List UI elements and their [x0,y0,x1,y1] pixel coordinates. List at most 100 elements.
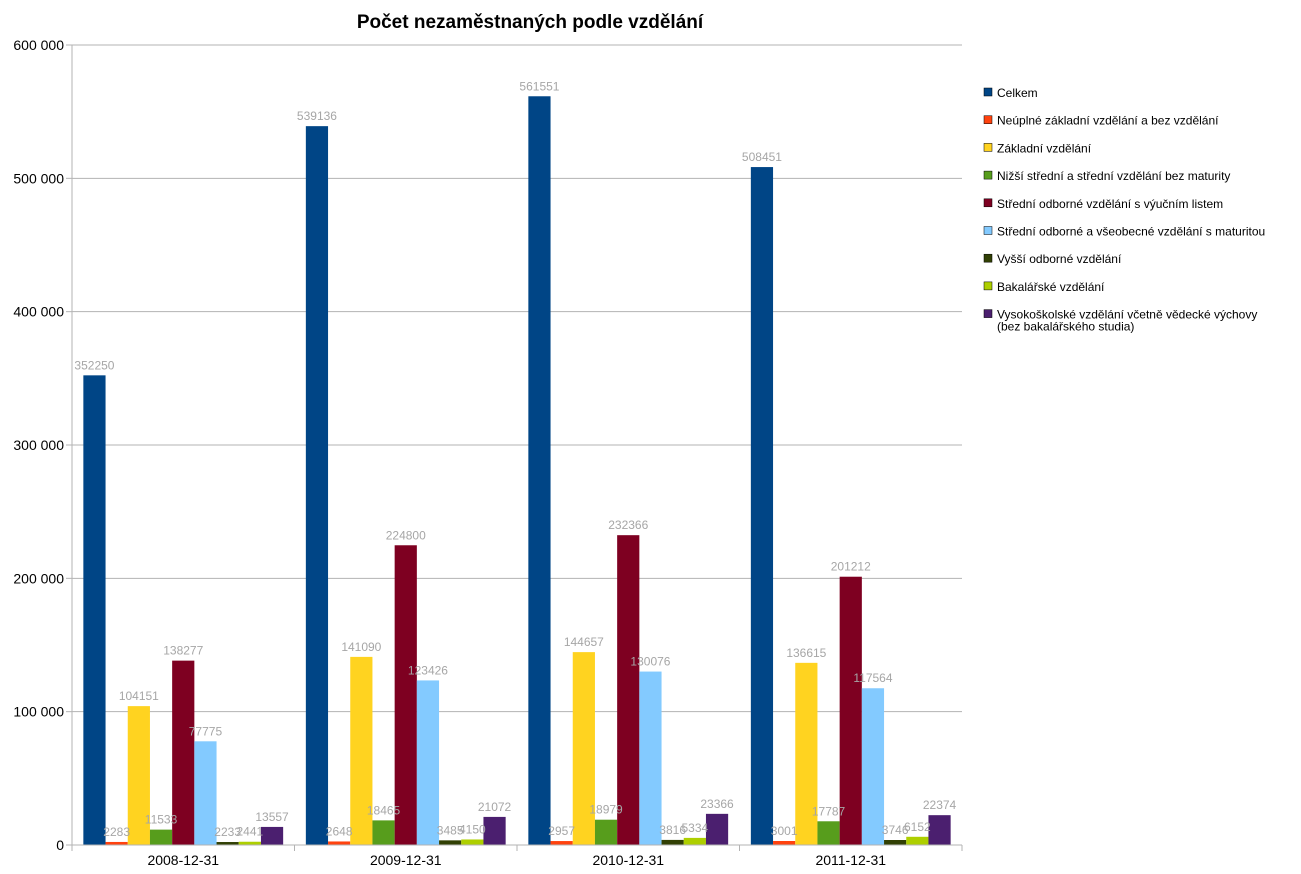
y-tick-label: 100 000 [13,704,64,720]
data-label: 2441 [236,825,263,839]
data-label: 11533 [145,813,178,827]
data-label: 232366 [608,518,648,532]
legend-label: Celkem [997,86,1038,100]
data-label: 23366 [700,797,734,811]
bar [350,656,373,845]
legend-swatch [983,198,993,208]
bar [483,816,506,845]
data-label: 144657 [564,635,604,649]
bar [683,837,706,845]
legend-swatch [983,281,993,291]
data-label: 352250 [74,358,114,372]
legend-label: Základní vzdělání [997,141,1092,155]
legend: Celkem Neúplné základní vzdělání a bez vz… [983,86,1265,334]
data-label: 13557 [255,810,289,824]
data-label: 224800 [386,528,426,542]
data-label: 17787 [812,804,846,818]
legend-label: Střední odborné vzdělání s výučním liste… [997,197,1223,211]
bar [216,842,239,845]
data-label: 3816 [659,823,686,837]
y-axis: 0 100 000 200 000 300 000 400 000 500 000 600 … [13,37,73,853]
bar [105,841,128,845]
data-label: 22374 [923,798,957,812]
legend-swatch [983,115,993,124]
legend-label: Nižší střední a střední vzdělání bez mat… [997,169,1230,183]
bar [83,375,106,845]
gridlines [72,44,962,846]
data-label: 18465 [367,803,401,817]
legend-swatch [983,143,993,152]
bar [639,671,662,845]
data-label: 136615 [786,646,826,660]
data-label: 21072 [478,800,512,814]
data-label: 18979 [589,803,623,817]
bar [328,841,351,845]
legend-label: Neúplné základní vzdělání a bez vzdělání [997,114,1219,128]
y-tick-label: 400 000 [13,304,64,320]
data-label: 508451 [742,150,782,164]
bar [928,815,951,845]
bar [884,840,907,845]
y-tick-label: 500 000 [13,170,64,186]
bar [260,826,284,845]
data-label: 6152 [904,820,931,834]
data-label: 3485 [437,823,464,837]
data-label: 2957 [548,824,575,838]
x-tick-label: 2008-12-31 [147,852,219,868]
data-labels: 352250 2283 104151 11533 138277 77775 22332441… [74,79,956,839]
chart-title: Počet nezaměstnaných podle vzdělání [357,12,704,33]
bar [394,545,417,845]
bar [861,688,885,845]
legend-swatch [983,226,993,235]
data-label: 141090 [341,640,381,654]
bar [572,652,595,845]
bar [594,819,618,845]
data-label: 3001 [771,824,798,838]
bar [906,836,929,845]
data-label: 2233 [214,825,241,839]
bar [750,167,774,846]
data-label: 138277 [163,644,203,658]
legend-swatch [983,87,993,97]
bar [194,741,217,845]
legend-label: Bakalářské vzdělání [997,280,1105,294]
x-tick-label: 2010-12-31 [592,852,664,868]
data-label: 2648 [326,824,353,838]
legend-label: Střední odborné a všeobecné vzdělání s m… [997,225,1265,239]
legend-swatch [983,170,993,180]
data-label: 5334 [681,821,708,835]
bar [550,841,573,845]
data-label: 117564 [853,671,892,685]
bar [416,680,440,845]
bar [238,841,261,845]
legend-swatch [983,309,993,318]
bars [83,96,951,846]
bar [839,576,862,845]
data-label: 77775 [189,724,223,738]
x-tick-label: 2009-12-31 [370,852,442,868]
y-tick-label: 0 [56,837,64,853]
bar [705,813,729,845]
bar [617,535,640,845]
data-label: 4150 [459,822,486,836]
x-axis: 2008-12-31 2009-12-31 2010-12-31 2011-12-31 [71,844,963,868]
bar [372,820,395,845]
bar [773,840,796,845]
data-label: 2283 [103,825,130,839]
bar [461,839,484,845]
data-label: 561551 [519,79,559,93]
y-tick-label: 200 000 [13,570,64,586]
data-label: 130076 [630,655,670,669]
bar [439,840,462,845]
bar [528,96,551,846]
legend-label: Vyšší odborné vzdělání [997,252,1122,266]
data-label: 539136 [297,109,337,123]
bar [817,821,840,845]
bar [795,662,818,845]
data-label: 123426 [408,663,448,677]
bar [305,126,329,846]
x-tick-label: 2011-12-31 [815,852,886,868]
legend-label: Vysokoškolské vzdělání včetně vědecké vý… [997,308,1257,334]
bar [149,829,173,845]
data-label: 201212 [831,560,871,574]
